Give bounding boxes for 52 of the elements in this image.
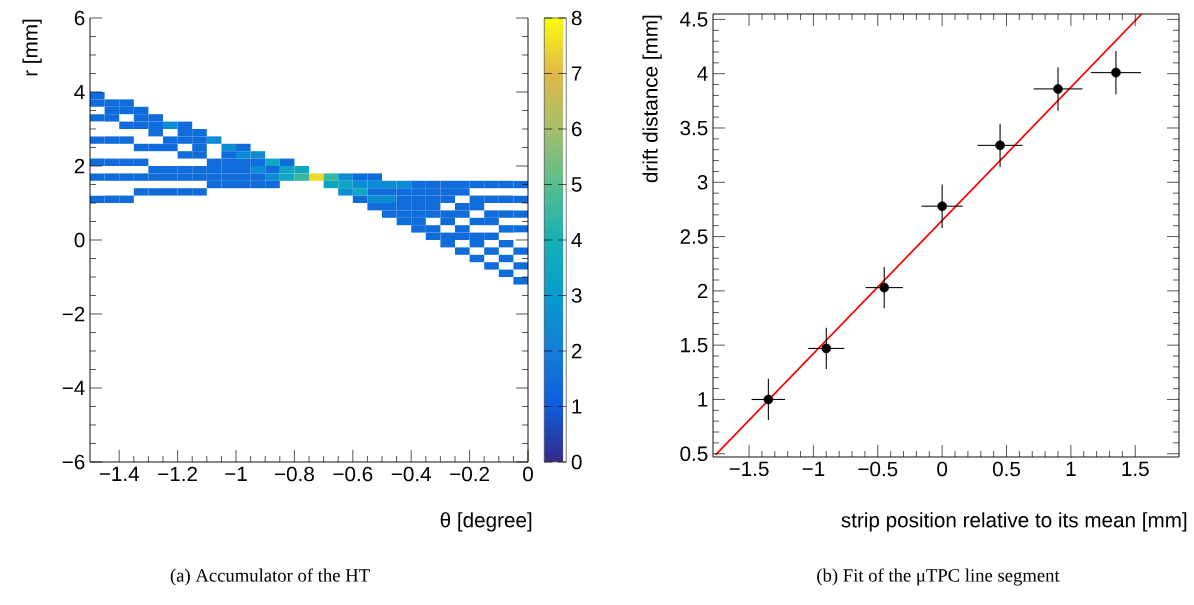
point [937,201,947,211]
color-bar-label: 5 [571,177,582,192]
color-bar-label: 1 [572,399,582,414]
x-tick-label: −1.4 [99,466,140,481]
x-tick-label: −0.5 [858,461,898,477]
color-bar-label: 7 [572,66,582,81]
x-tick-label: −0.4 [391,466,432,482]
color-bar-label: 6 [572,121,582,137]
y-tick-label: 2 [697,283,708,299]
x-axis-title: strip position relative to its mean [mm] [841,512,1187,532]
x-tick-label: 0 [937,461,948,477]
point [1111,67,1121,78]
x-tick-label: −0.6 [333,466,373,482]
point [879,282,890,293]
point [821,343,832,354]
x-tick-label: −1 [802,461,825,476]
y-tick-label: 3.5 [680,120,708,136]
y-tick-label: 0 [74,232,85,248]
y-tick-label: 2 [74,158,85,174]
y-tick-label: 6 [74,10,85,26]
color-bar-label: 8 [571,10,582,26]
point [995,140,1005,151]
x-tick-label: −0.8 [275,466,314,482]
text: (a) Accumulator of the HT [170,568,370,586]
color-bar-label: 3 [571,288,582,303]
y-tick-label: −4 [62,380,85,396]
y-tick-label: 1 [698,392,708,407]
x-tick-label: 0 [523,466,533,482]
text: (b) Fit of the μTPC line segment [817,568,1060,586]
y-tick-label: 3 [697,174,708,190]
y-tick-label: −2 [62,306,85,322]
y-tick-label: 1.5 [681,337,708,353]
y-axis-title: drift distance [mm] [642,15,662,183]
x-tick-label: 0.5 [992,461,1021,477]
x-tick-label: −1.5 [729,461,769,477]
y-tick-label: −6 [62,454,85,470]
y-tick-label: 4 [74,84,85,100]
y-tick-label: 0.5 [680,446,708,462]
y-tick-label: 2.5 [680,229,708,244]
y-tick-label: 4.5 [680,12,708,27]
x-tick-label: −0.2 [450,466,489,482]
point [1053,84,1063,94]
y-tick-label: 4 [697,66,708,81]
color-bar-label: 2 [572,343,582,359]
x-tick-label: 1.5 [1122,461,1149,477]
y-axis-title: r [mm] [22,19,42,76]
point [763,394,774,405]
x-axis-title: θ [degree] [440,512,532,532]
x-tick-label: 1 [1066,461,1076,476]
x-tick-label: −1.2 [158,466,197,482]
x-tick-label: −1 [225,466,247,481]
color-bar-label: 4 [571,232,582,248]
